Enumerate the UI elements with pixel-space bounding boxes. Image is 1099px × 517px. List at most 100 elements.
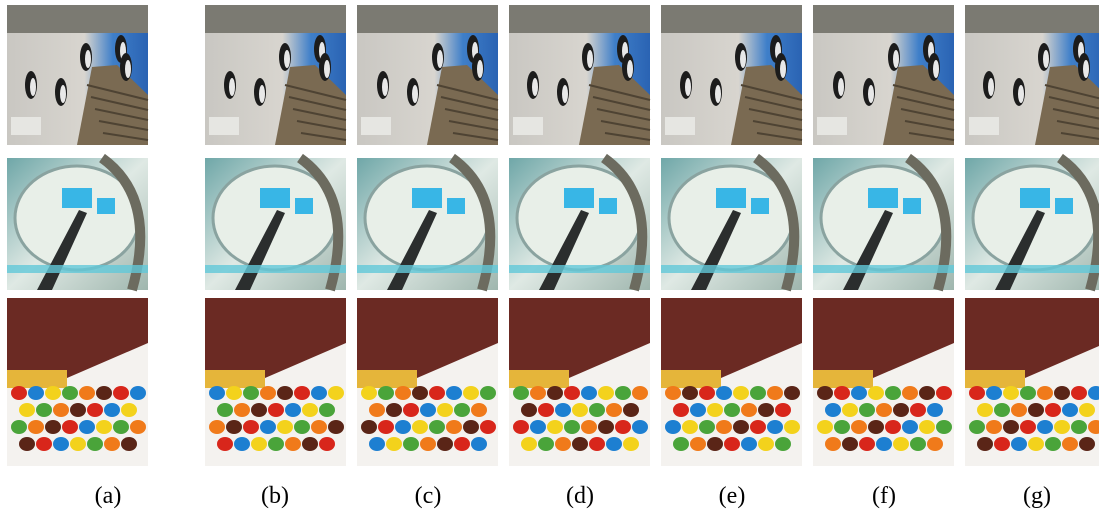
caption: (a) <box>95 483 122 509</box>
candy <box>1037 420 1053 434</box>
candy <box>446 386 462 400</box>
candy <box>130 386 146 400</box>
candy <box>1020 386 1036 400</box>
caption: (c) <box>415 483 442 509</box>
candy <box>724 437 740 451</box>
candy <box>277 386 293 400</box>
candy <box>121 403 137 417</box>
candy <box>1045 437 1061 451</box>
candy <box>885 420 901 434</box>
candy <box>606 437 622 451</box>
image-cell <box>7 158 148 290</box>
candy <box>437 437 453 451</box>
candy <box>623 437 639 451</box>
candy <box>767 386 783 400</box>
candy <box>79 386 95 400</box>
window <box>412 188 442 208</box>
band <box>509 265 650 273</box>
band <box>357 265 498 273</box>
bag-yellow <box>205 370 265 388</box>
box <box>361 117 391 135</box>
candy <box>682 420 698 434</box>
penguin-belly <box>125 60 131 78</box>
candy <box>420 437 436 451</box>
candy <box>209 420 225 434</box>
wall <box>813 5 954 33</box>
candy <box>665 420 681 434</box>
candy <box>690 403 706 417</box>
candy <box>268 437 284 451</box>
candy <box>564 420 580 434</box>
candy <box>62 420 78 434</box>
candy <box>463 386 479 400</box>
candy <box>79 420 95 434</box>
band <box>205 265 346 273</box>
window <box>716 188 746 208</box>
candy <box>96 386 112 400</box>
caption: (b) <box>261 483 289 509</box>
candy <box>104 437 120 451</box>
window <box>295 198 313 214</box>
candy <box>319 403 335 417</box>
penguin-belly <box>229 78 235 96</box>
candy <box>741 403 757 417</box>
candy <box>28 386 44 400</box>
image-cell <box>357 298 498 466</box>
penguin-belly <box>838 78 844 96</box>
image-cell <box>661 5 802 145</box>
image-cell <box>965 298 1099 466</box>
penguin-belly <box>1043 50 1049 68</box>
figure: (a)(b)(c)(d)(e)(f)(g) <box>0 0 1099 517</box>
candy <box>555 437 571 451</box>
candy <box>598 420 614 434</box>
bag-yellow <box>357 370 417 388</box>
candy <box>784 386 800 400</box>
candy <box>919 386 935 400</box>
candy <box>699 420 715 434</box>
candy <box>412 386 428 400</box>
candy <box>817 386 833 400</box>
penguin-belly <box>740 50 746 68</box>
penguin-belly <box>412 85 418 103</box>
candy <box>378 420 394 434</box>
candy <box>530 420 546 434</box>
candy <box>868 386 884 400</box>
candy <box>538 437 554 451</box>
penguin-belly <box>1018 85 1024 103</box>
candy <box>555 403 571 417</box>
candy <box>113 386 129 400</box>
candy <box>234 403 250 417</box>
candy <box>707 437 723 451</box>
candy <box>395 386 411 400</box>
penguin-belly <box>259 85 265 103</box>
candy <box>513 386 529 400</box>
candy <box>62 386 78 400</box>
candy <box>446 420 462 434</box>
candy <box>369 437 385 451</box>
candy <box>1003 386 1019 400</box>
window <box>62 188 92 208</box>
candy <box>11 420 27 434</box>
caption: (e) <box>719 483 746 509</box>
candy <box>699 386 715 400</box>
window <box>97 198 115 214</box>
candy <box>707 403 723 417</box>
candy <box>724 403 740 417</box>
candy <box>665 386 681 400</box>
candy <box>302 437 318 451</box>
candy <box>969 420 985 434</box>
candy <box>910 437 926 451</box>
image-cell <box>357 5 498 145</box>
image-cell <box>205 5 346 145</box>
candy <box>538 403 554 417</box>
candy <box>589 403 605 417</box>
candy <box>513 420 529 434</box>
penguin-belly <box>382 78 388 96</box>
candy <box>775 403 791 417</box>
candy <box>885 386 901 400</box>
candy <box>615 386 631 400</box>
candy <box>1037 386 1053 400</box>
candy <box>994 403 1010 417</box>
box <box>513 117 543 135</box>
candy <box>750 386 766 400</box>
